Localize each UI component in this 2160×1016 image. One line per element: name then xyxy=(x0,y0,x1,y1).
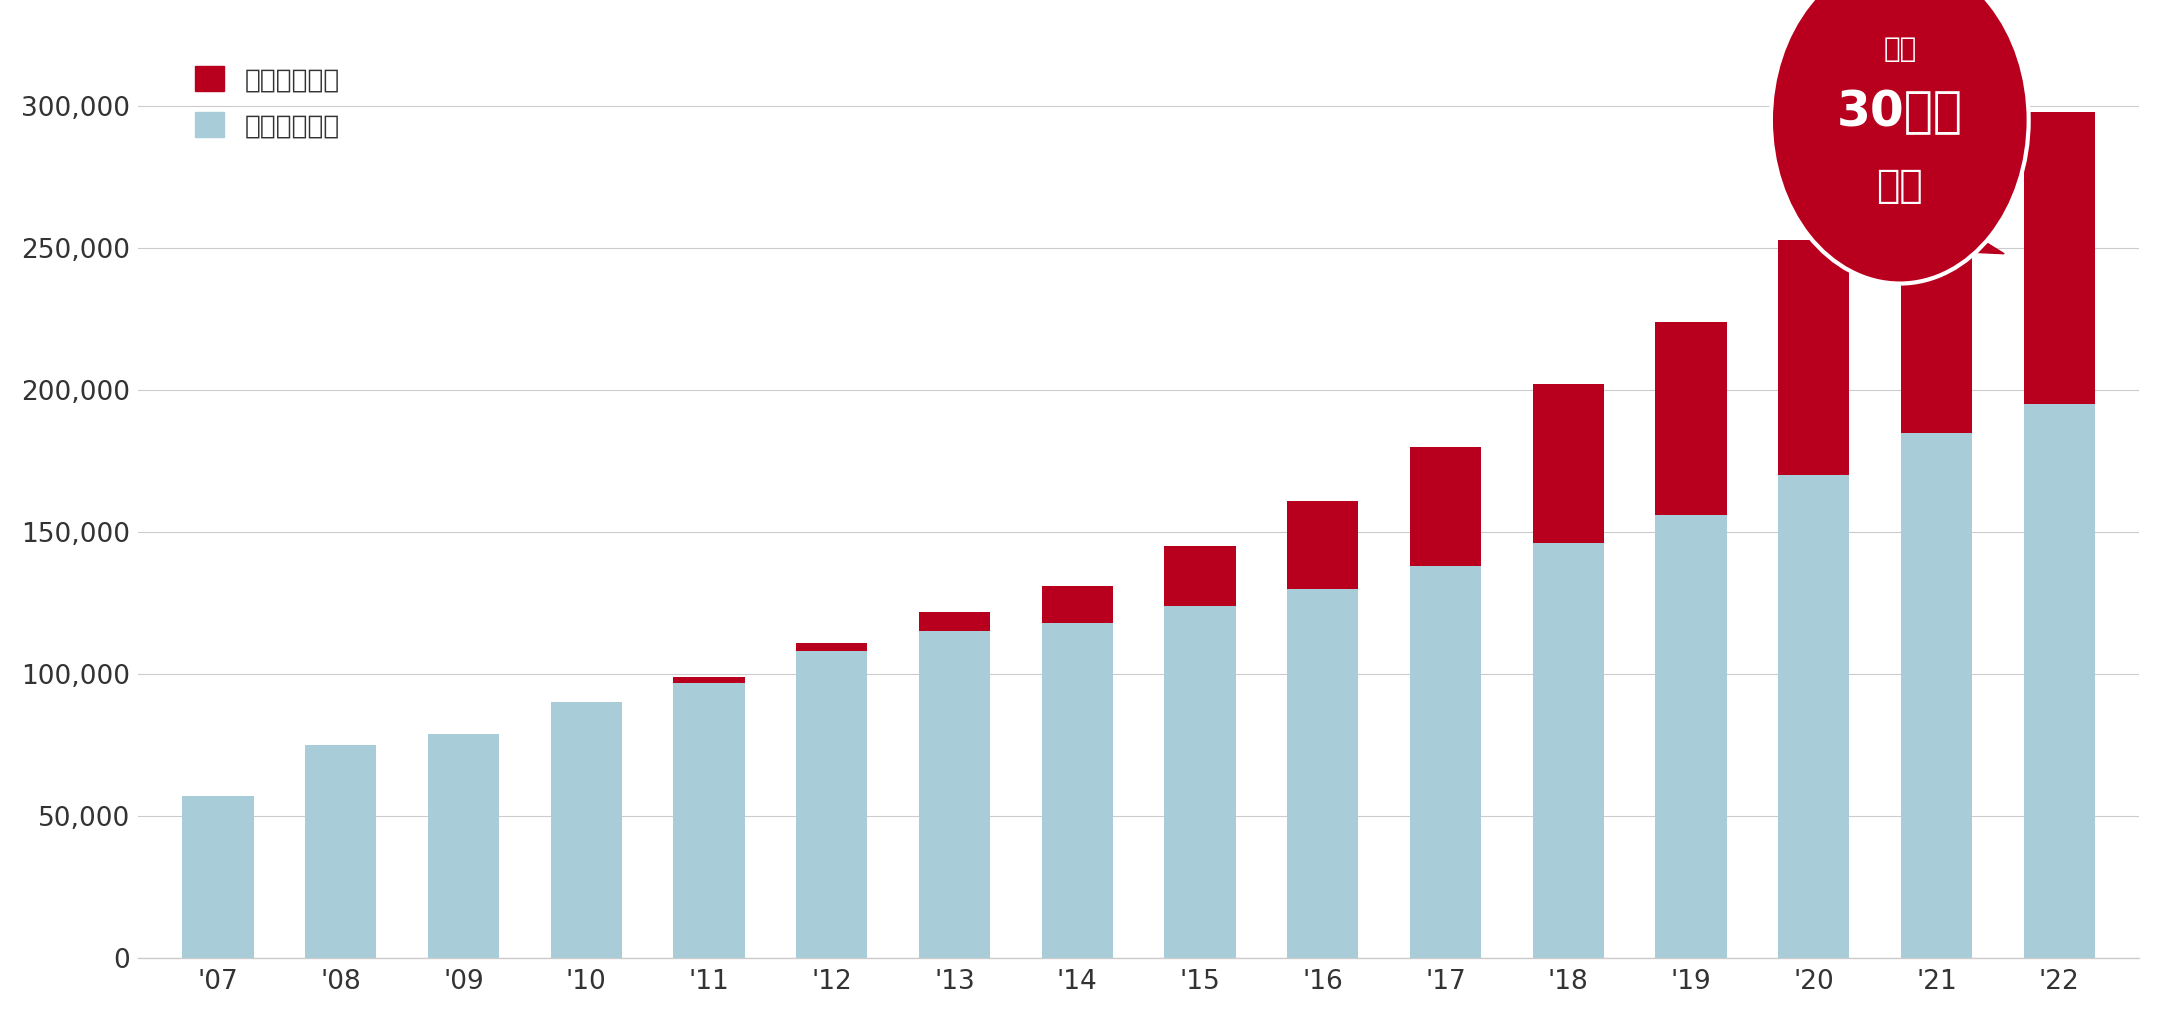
Bar xyxy=(1778,475,1849,958)
Ellipse shape xyxy=(1771,0,2028,283)
Bar xyxy=(1287,589,1359,958)
Text: 30万戸: 30万戸 xyxy=(1836,87,1963,136)
Bar xyxy=(674,677,745,683)
Bar xyxy=(305,745,376,958)
Bar xyxy=(797,651,868,958)
Bar xyxy=(1041,623,1112,958)
Bar xyxy=(428,734,499,958)
Bar xyxy=(1164,606,1236,958)
Bar xyxy=(1410,566,1482,958)
Bar xyxy=(1655,515,1726,958)
Bar xyxy=(181,797,253,958)
Bar xyxy=(797,643,868,651)
Bar xyxy=(1410,447,1482,566)
Bar xyxy=(551,702,622,958)
Legend: 既存住宅累計, 新築住宅累計: 既存住宅累計, 新築住宅累計 xyxy=(181,53,352,153)
Bar xyxy=(1164,547,1236,606)
Bar xyxy=(1534,384,1605,544)
Text: 突破: 突破 xyxy=(1877,167,1922,204)
Bar xyxy=(2024,404,2095,958)
Bar xyxy=(1778,240,1849,475)
Bar xyxy=(1287,501,1359,589)
Bar xyxy=(918,632,989,958)
Bar xyxy=(1655,322,1726,515)
Bar xyxy=(1534,544,1605,958)
Polygon shape xyxy=(1881,219,2004,254)
Bar xyxy=(1901,169,1972,433)
Bar xyxy=(2024,112,2095,404)
Text: 累計: 累計 xyxy=(1884,36,1916,63)
Bar xyxy=(674,683,745,958)
Bar xyxy=(918,612,989,632)
Bar xyxy=(1041,586,1112,623)
Bar xyxy=(1901,433,1972,958)
